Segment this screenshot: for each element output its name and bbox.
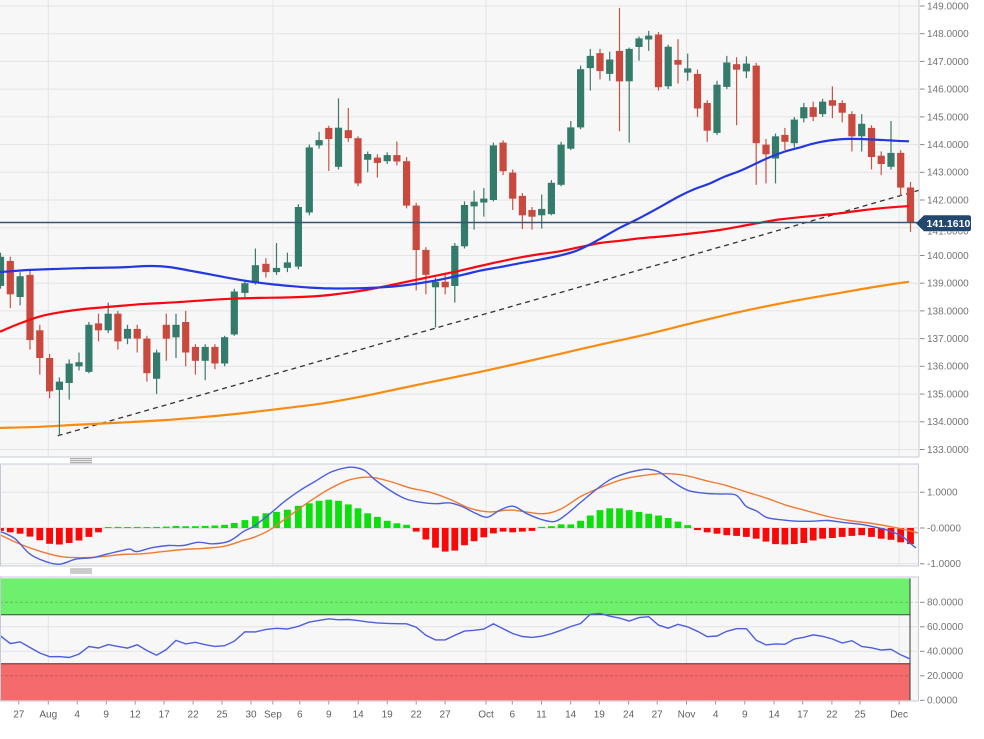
svg-text:143.0000: 143.0000	[927, 168, 969, 179]
svg-text:14: 14	[565, 710, 577, 721]
svg-text:4: 4	[74, 710, 80, 721]
svg-text:12: 12	[130, 710, 142, 721]
svg-text:22: 22	[411, 710, 423, 721]
svg-text:Dec: Dec	[890, 710, 908, 721]
svg-text:142.0000: 142.0000	[927, 195, 969, 206]
svg-text:145.0000: 145.0000	[927, 112, 969, 123]
svg-text:133.0000: 133.0000	[927, 445, 969, 456]
svg-text:135.0000: 135.0000	[927, 390, 969, 401]
svg-text:Aug: Aug	[39, 710, 57, 721]
svg-text:40.0000: 40.0000	[927, 647, 964, 658]
svg-text:25: 25	[216, 710, 228, 721]
svg-text:146.0000: 146.0000	[927, 85, 969, 96]
svg-text:136.0000: 136.0000	[927, 362, 969, 373]
svg-text:19: 19	[382, 710, 394, 721]
svg-text:6: 6	[297, 710, 303, 721]
svg-text:80.0000: 80.0000	[927, 598, 964, 609]
svg-text:27: 27	[13, 710, 25, 721]
svg-text:14: 14	[353, 710, 365, 721]
svg-text:141.1610: 141.1610	[927, 218, 971, 230]
svg-text:6: 6	[510, 710, 516, 721]
svg-text:60.0000: 60.0000	[927, 622, 964, 633]
svg-text:149.0000: 149.0000	[927, 1, 969, 12]
svg-text:147.0000: 147.0000	[927, 57, 969, 68]
svg-text:144.0000: 144.0000	[927, 140, 969, 151]
svg-text:Nov: Nov	[678, 710, 696, 721]
svg-text:-1.0000: -1.0000	[927, 559, 961, 570]
svg-text:-0.0000: -0.0000	[927, 523, 961, 534]
svg-text:Oct: Oct	[478, 710, 494, 721]
svg-text:148.0000: 148.0000	[927, 29, 969, 40]
svg-text:134.0000: 134.0000	[927, 417, 969, 428]
svg-text:139.0000: 139.0000	[927, 279, 969, 290]
svg-text:30: 30	[245, 710, 257, 721]
svg-text:22: 22	[188, 710, 200, 721]
svg-text:4: 4	[713, 710, 719, 721]
svg-text:Sep: Sep	[264, 710, 282, 721]
svg-text:141.0000: 141.0000	[927, 227, 969, 238]
svg-text:24: 24	[623, 710, 635, 721]
svg-text:17: 17	[159, 710, 171, 721]
svg-text:11: 11	[536, 710, 547, 721]
svg-text:137.0000: 137.0000	[927, 334, 969, 345]
svg-text:17: 17	[797, 710, 809, 721]
svg-text:9: 9	[103, 710, 109, 721]
svg-text:20.0000: 20.0000	[927, 671, 964, 682]
svg-text:22: 22	[826, 710, 838, 721]
svg-text:14: 14	[769, 710, 781, 721]
svg-text:25: 25	[855, 710, 867, 721]
svg-text:140.0000: 140.0000	[927, 251, 969, 262]
svg-text:27: 27	[652, 710, 664, 721]
svg-text:27: 27	[440, 710, 452, 721]
svg-text:0.0000: 0.0000	[927, 696, 958, 707]
svg-text:138.0000: 138.0000	[927, 306, 969, 317]
svg-text:19: 19	[594, 710, 606, 721]
svg-text:1.0000: 1.0000	[927, 488, 958, 499]
svg-text:9: 9	[742, 710, 748, 721]
svg-text:9: 9	[326, 710, 332, 721]
